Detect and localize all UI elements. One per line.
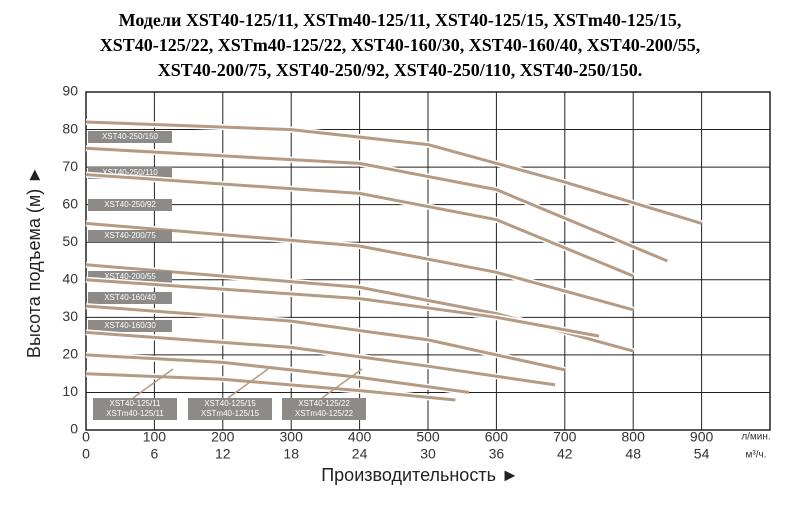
curve [85, 146, 668, 263]
curve [85, 173, 634, 278]
y-tick-label: 50 [62, 233, 78, 249]
y-tick-label: 60 [62, 195, 78, 211]
label-box [88, 320, 172, 332]
series-label: XSTm40-125/11 [106, 409, 164, 418]
x-tick-label: 800 [622, 429, 646, 445]
series-label: XST40-125/22 [298, 399, 350, 408]
y-tick-label: 80 [62, 120, 78, 136]
series-label: XST40-200/75 [104, 231, 156, 240]
leader-line [132, 368, 174, 399]
label-box [88, 199, 172, 211]
series-label: XST40-250/150 [102, 132, 159, 141]
label-box [88, 131, 172, 143]
x2-tick-label: 30 [420, 446, 436, 462]
series-label: XST40-125/11 [110, 399, 162, 408]
label-box [88, 230, 172, 242]
series-label: XSTm40-125/22 [295, 409, 354, 418]
x-tick-label: 400 [348, 429, 372, 445]
x2-tick-label: 24 [352, 446, 368, 462]
curve [85, 278, 600, 338]
y-tick-label: 10 [62, 383, 78, 399]
curve [85, 304, 566, 372]
x-tick-label: 600 [485, 429, 509, 445]
series-label: XST40-250/110 [102, 168, 158, 177]
y-tick-label: 30 [62, 308, 78, 324]
x-tick-label: 900 [690, 429, 714, 445]
y-tick-label: 20 [62, 346, 78, 362]
x-tick-label: 500 [416, 429, 440, 445]
x-unit: л/мин. [741, 432, 770, 443]
curve [85, 120, 703, 225]
leader-line [321, 368, 363, 399]
x2-tick-label: 54 [694, 446, 710, 462]
curve [85, 330, 556, 387]
x2-tick-label: 12 [215, 446, 231, 462]
y-axis-label: Высота подъема (м) ► [24, 166, 44, 358]
series-label: XST40-160/40 [104, 293, 156, 302]
curve [85, 221, 634, 312]
label-box [88, 292, 172, 304]
label-box [282, 398, 366, 420]
x-tick-label: 700 [553, 429, 577, 445]
title-line: XST40-125/22, XSTm40-125/22, XST40-160/3… [100, 35, 701, 55]
y-tick-label: 70 [62, 158, 78, 174]
y-tick-label: 0 [70, 421, 78, 437]
x-tick-label: 0 [82, 429, 90, 445]
series-label: XSTm40-125/15 [201, 409, 260, 418]
x-tick-label: 100 [143, 429, 167, 445]
y-tick-label: 90 [62, 83, 78, 99]
x2-tick-label: 6 [151, 446, 159, 462]
x2-tick-label: 48 [625, 446, 641, 462]
title-line: XST40-200/75, XST40-250/92, XST40-250/11… [158, 60, 643, 80]
x-axis-label: Производительность ► [321, 465, 519, 485]
curve [85, 353, 470, 394]
series-label: XST40-200/55 [104, 272, 156, 281]
x2-tick-label: 0 [82, 446, 90, 462]
x2-tick-label: 42 [557, 446, 573, 462]
curve [85, 372, 456, 402]
x-tick-label: 200 [211, 429, 235, 445]
x-tick-label: 300 [280, 429, 304, 445]
label-box [188, 398, 272, 420]
series-label: XST40-125/15 [204, 399, 256, 408]
x2-unit: м³/ч. [746, 450, 767, 461]
title-line: Модели XST40-125/11, XSTm40-125/11, XST4… [119, 10, 682, 30]
y-tick-label: 40 [62, 270, 78, 286]
series-label: XST40-160/30 [104, 321, 156, 330]
x2-tick-label: 18 [283, 446, 299, 462]
label-box [93, 398, 177, 420]
x2-tick-label: 36 [489, 446, 505, 462]
series-label: XST40-250/92 [104, 200, 156, 209]
leader-line [227, 368, 269, 399]
